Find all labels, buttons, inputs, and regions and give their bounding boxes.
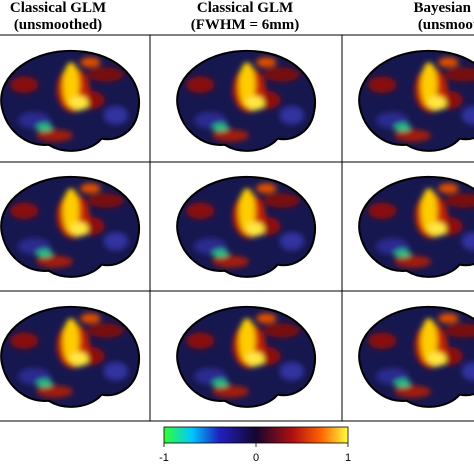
- column-title: Classical GLM: [197, 0, 293, 16]
- brain-map: [359, 307, 474, 407]
- brain-map: [1, 177, 139, 277]
- brain-maps: [1, 51, 474, 407]
- colorbar: [163, 426, 349, 444]
- brain-map: [177, 177, 315, 277]
- column-title: Bayesian GLM: [413, 0, 474, 16]
- column-subtitle: (FWHM = 6mm): [191, 17, 300, 33]
- brain-map: [359, 51, 474, 151]
- brain-map: [359, 177, 474, 277]
- brain-map: [177, 307, 315, 407]
- colorbar-tick-label: 0: [253, 452, 259, 464]
- brain-map: [1, 307, 139, 407]
- panel-grid: [0, 34, 474, 422]
- column-subtitle: (unsmoothed): [14, 17, 102, 33]
- column-title: Classical GLM: [10, 0, 106, 16]
- colorbar-tick-label: -1: [159, 452, 169, 464]
- brain-map: [177, 51, 315, 151]
- brain-map: [1, 51, 139, 151]
- column-subtitle: (unsmoothed): [418, 17, 474, 33]
- colorbar-tick-label: 1: [345, 452, 351, 464]
